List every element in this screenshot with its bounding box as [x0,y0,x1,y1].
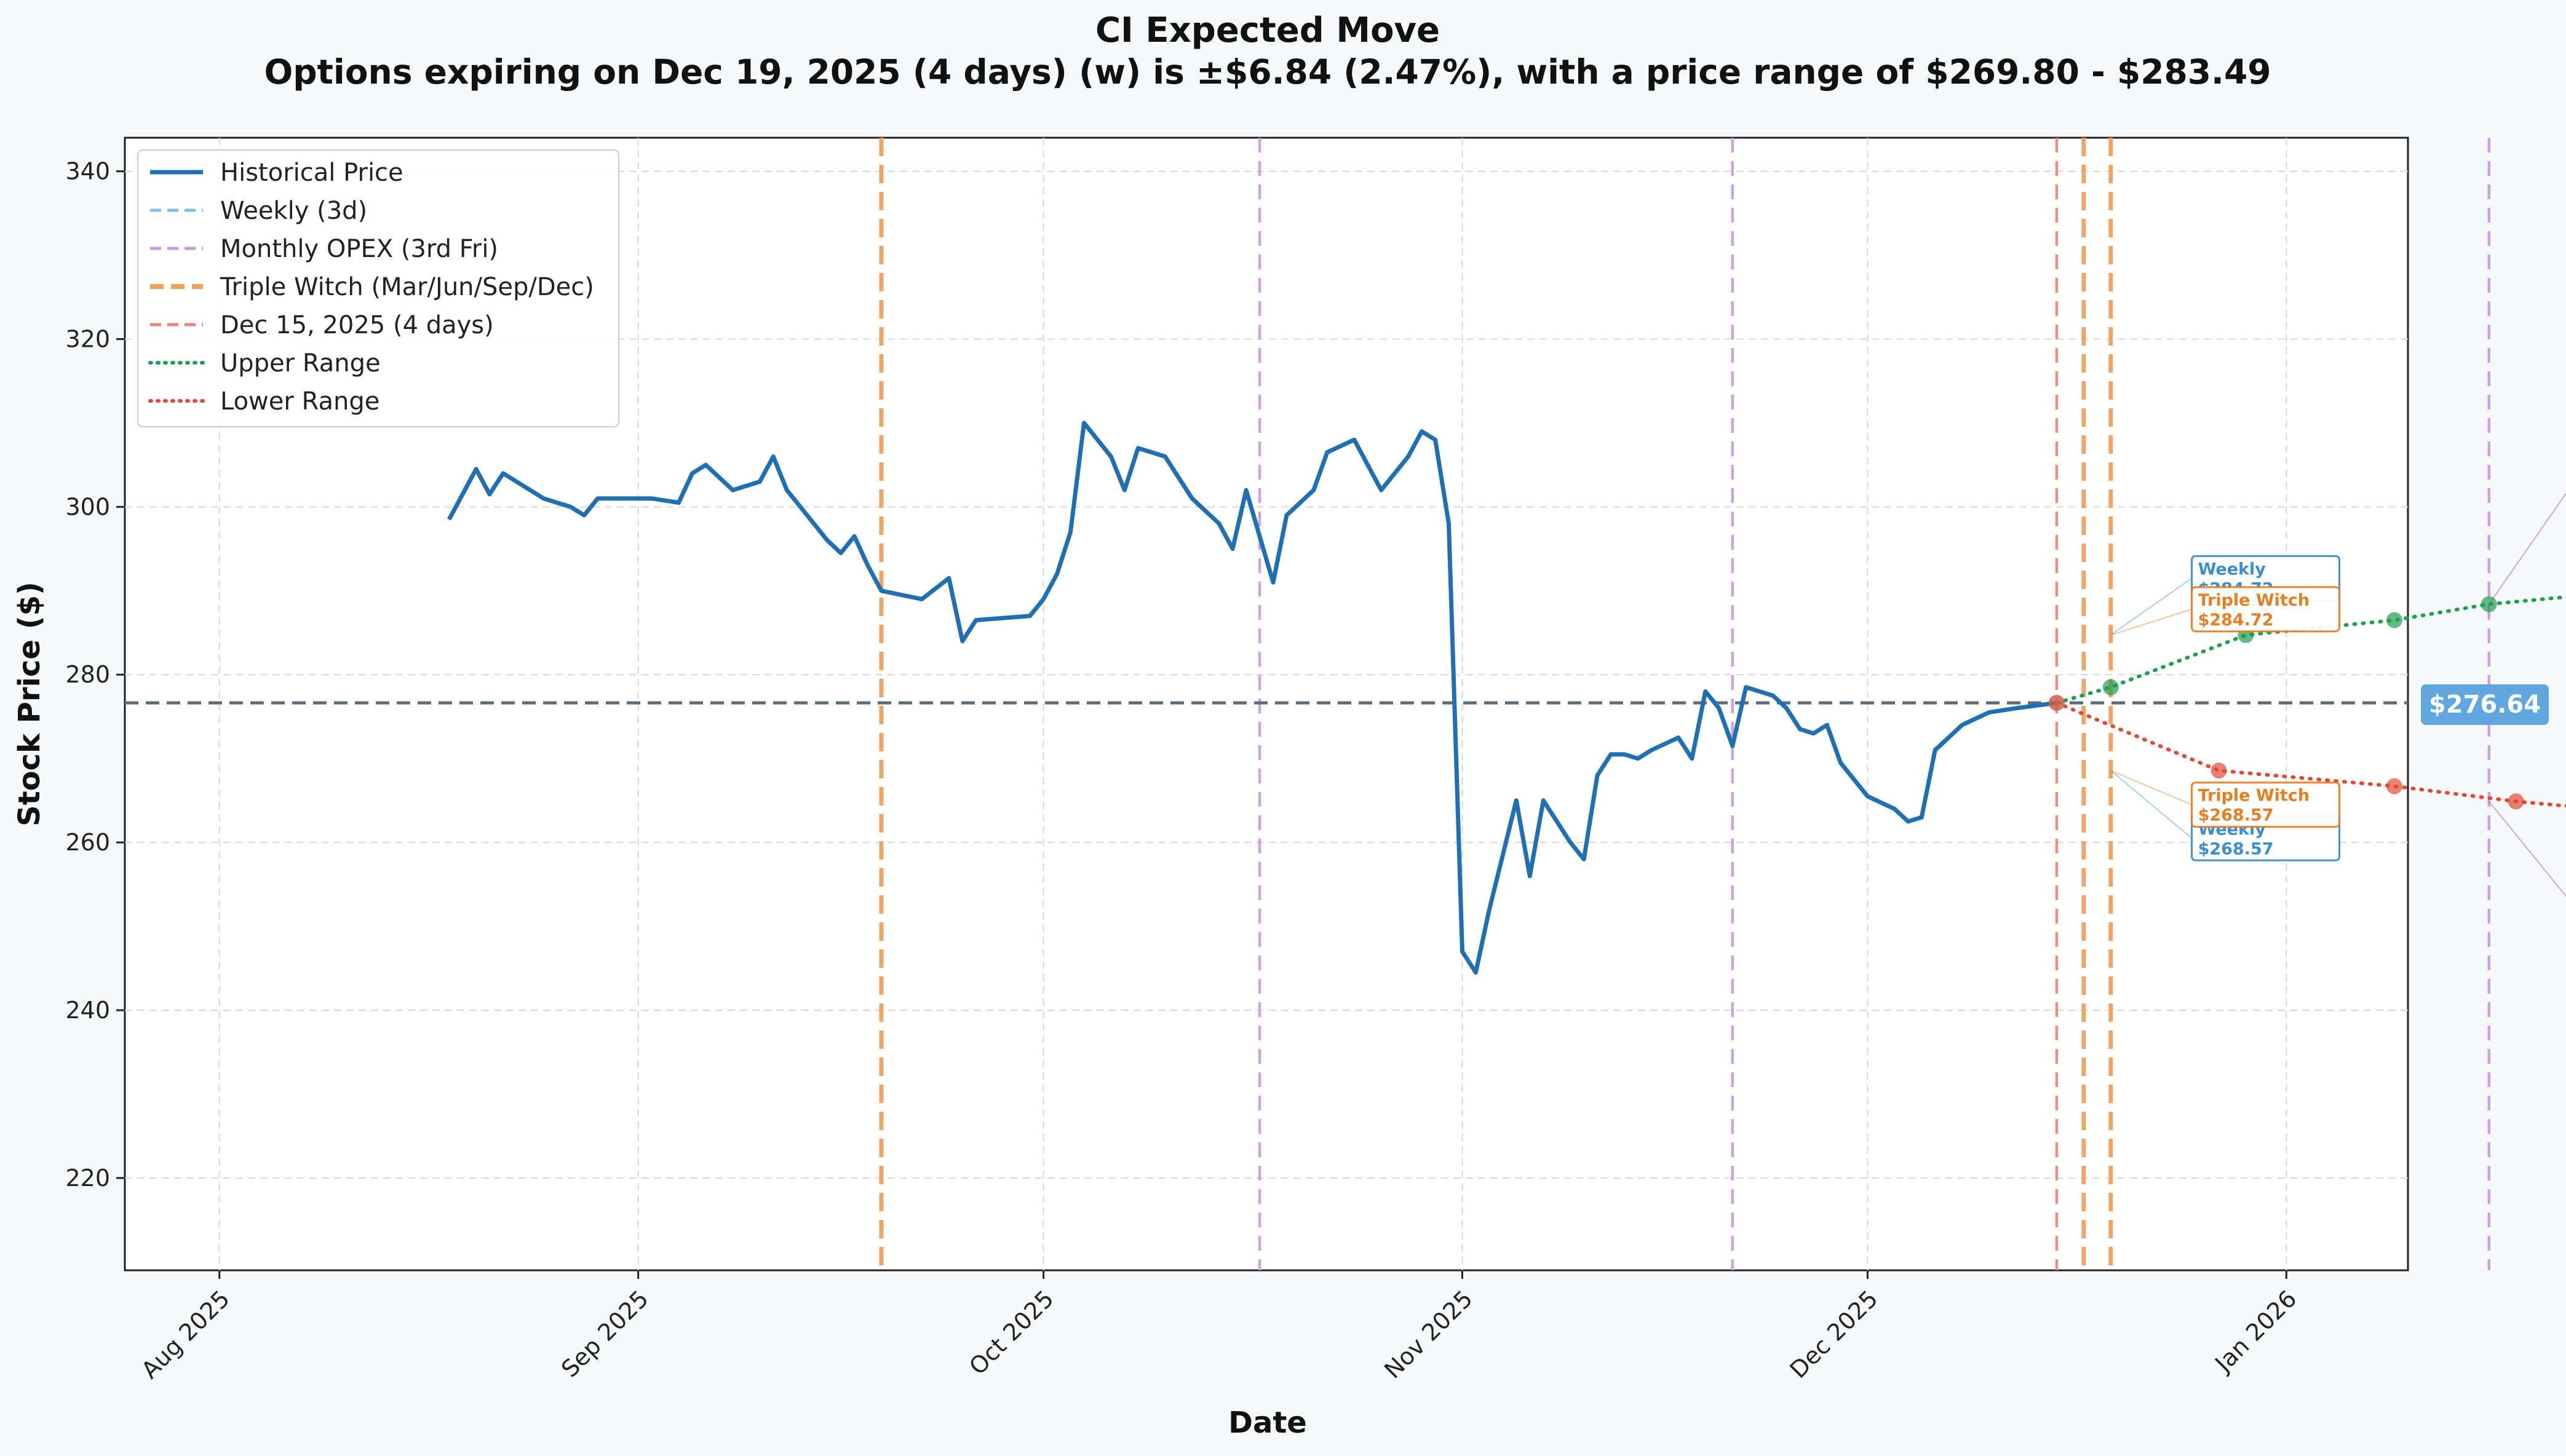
legend-label: Upper Range [220,349,381,378]
annotation-value: $268.57 [2198,806,2274,825]
x-tick-label: Sep 2025 [556,1285,654,1383]
x-tick-label: Aug 2025 [136,1285,235,1384]
lower-range-point [2386,778,2403,794]
annotation-box [2191,586,2341,633]
annotation-leader [2489,801,2566,897]
annotation-value: $268.57 [2198,839,2274,858]
upper-range-point [2386,612,2403,628]
x-tick-label: Oct 2025 [964,1285,1059,1380]
annotations: Weekly$284.72Triple Witch$284.72Monthly … [2110,493,2566,897]
x-tick-label: Dec 2025 [1785,1285,1883,1383]
annotation-leader [2110,577,2192,636]
x-tick-label: Jan 2026 [2209,1285,2302,1378]
legend-label: Dec 15, 2025 (4 days) [220,311,494,339]
annotation-title: Triple Witch [2198,786,2310,805]
current-price-label: $276.64 [2429,690,2541,719]
annotation-box [2191,781,2341,828]
annotation-title: Weekly [2198,560,2266,579]
y-tick-label: 340 [65,158,110,185]
x-axis-label: Date [1228,1406,1307,1440]
legend-label: Monthly OPEX (3rd Fri) [220,235,498,263]
annotation-value: $284.72 [2198,611,2274,630]
x-tick-label: Nov 2025 [1379,1285,1477,1383]
annotation-leader [2489,493,2566,605]
chart-title: CI Expected Move [1095,10,1440,50]
legend-label: Historical Price [220,159,403,187]
y-tick-label: 220 [65,1165,110,1192]
chart-subtitle: Options expiring on Dec 19, 2025 (4 days… [264,52,2271,92]
legend: Historical Price Weekly (3d) Monthly OPEX … [137,149,620,428]
annotation-leader [2110,770,2193,839]
current-price-point [2048,695,2065,711]
legend-box [137,149,620,428]
y-tick-label: 240 [65,997,110,1024]
historical-price-line [447,421,2057,975]
y-tick-label: 300 [65,493,110,520]
annotation-leader [2110,770,2192,805]
annotation-title: Triple Witch [2198,591,2310,610]
legend-label: Lower Range [220,387,379,416]
upper-range-point [2102,679,2119,695]
lower-range-point [2508,793,2524,810]
legend-label: Weekly (3d) [220,197,367,225]
current-price-tag: $276.64 [2421,684,2549,725]
y-tick-label: 280 [65,661,110,688]
y-tick-label: 320 [65,325,110,352]
lower-range-point [2210,762,2227,779]
annotation-leader [2110,609,2192,636]
y-tick-label: 260 [65,829,110,856]
y-axis-label: Stock Price ($) [12,582,47,826]
legend-label: Triple Witch (Mar/Jun/Sep/Dec) [220,273,594,301]
